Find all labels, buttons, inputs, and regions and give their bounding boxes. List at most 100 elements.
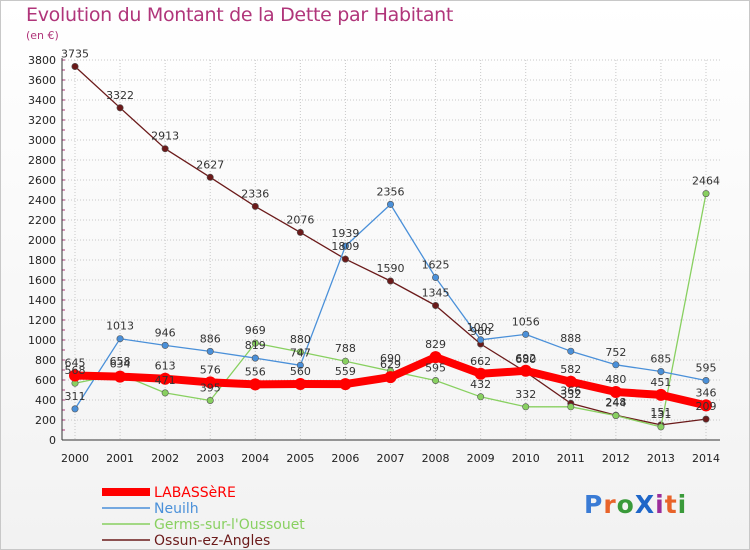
data-point [384,371,397,384]
data-point [432,301,440,309]
data-label: 346 [696,386,717,399]
data-point [432,273,440,281]
data-point [386,200,394,208]
data-point [341,357,349,365]
data-label: 3735 [61,48,89,61]
y-tick-label: 400 [35,394,56,407]
chart-title: Evolution du Montant de la Dette par Hab… [26,4,454,26]
data-point [294,378,307,390]
data-point [657,367,665,375]
y-tick-label: 2000 [28,234,56,247]
y-tick-label: 1400 [28,294,56,307]
y-tick-label: 800 [35,354,56,367]
data-label: 888 [560,332,581,345]
data-label: 248 [605,396,626,409]
data-point [702,190,710,198]
data-label: 2336 [241,187,269,200]
data-point [161,145,169,153]
y-tick-label: 2600 [28,174,56,187]
data-point [567,403,575,411]
data-label: 658 [110,355,131,368]
y-tick-label: 200 [35,414,56,427]
data-point [657,423,665,431]
data-point [474,367,487,380]
x-tick-label: 2003 [196,452,224,465]
data-point [386,277,394,285]
x-tick-label: 2002 [151,452,179,465]
x-tick-label: 2008 [422,452,450,465]
data-point [206,173,214,181]
data-point [296,361,304,369]
data-label: 432 [470,378,491,391]
data-label: 568 [65,364,86,377]
data-label: 366 [560,384,581,397]
data-point [432,376,440,384]
data-point [519,364,532,377]
data-label: 1056 [512,315,540,328]
data-point [612,412,620,420]
data-point [251,202,259,210]
x-tick-label: 2011 [557,452,585,465]
data-point [609,386,622,398]
data-label: 332 [515,388,536,401]
legend-label: LABASSèRE [154,485,236,501]
data-label: 1002 [467,321,495,334]
data-point [206,347,214,355]
y-tick-label: 1200 [28,314,56,327]
legend-label: Neuilh [154,501,199,517]
data-point [206,396,214,404]
data-label: 645 [65,357,86,370]
legend-label: Ossun-ez-Angles [154,533,270,549]
data-point [116,335,124,343]
data-point [654,388,667,401]
data-label: 151 [650,406,671,419]
y-tick-label: 1800 [28,254,56,267]
data-point [159,372,172,385]
logo-letter: o [616,490,635,519]
logo-letter: t [664,490,678,519]
data-point [161,389,169,397]
data-point [564,375,577,388]
data-label: 1590 [377,262,405,275]
data-point [71,62,79,70]
x-tick-label: 2013 [647,452,675,465]
data-point [522,330,530,338]
x-tick-label: 2006 [331,452,359,465]
data-label: 471 [155,374,176,387]
data-point [249,378,262,391]
y-tick-label: 600 [35,374,56,387]
data-label: 819 [245,339,266,352]
data-point [567,347,575,355]
data-label: 692 [515,352,536,365]
data-label: 752 [605,346,626,359]
data-label: 560 [290,365,311,378]
data-point [296,348,304,356]
x-tick-label: 2001 [106,452,134,465]
data-label: 395 [200,382,221,395]
x-tick-label: 2010 [512,452,540,465]
data-label: 311 [65,390,86,403]
data-point [700,399,712,412]
data-label: 595 [696,362,717,375]
data-label: 480 [605,373,626,386]
data-point [251,354,259,362]
proxiti-logo: ProXiti [584,490,687,519]
logo-letter: P [584,490,604,519]
data-point [71,405,79,413]
data-label: 886 [200,332,221,345]
data-point [339,378,352,391]
data-label: 634 [110,358,131,371]
logo-letter: r [603,490,617,519]
data-point [204,376,217,389]
data-label: 747 [290,346,311,359]
data-label: 690 [380,352,401,365]
data-point [702,415,710,423]
data-label: 788 [335,342,356,355]
y-tick-label: 3400 [28,94,56,107]
data-point [296,228,304,236]
data-label: 946 [155,326,176,339]
data-label: 209 [696,400,717,413]
x-tick-label: 2012 [602,452,630,465]
data-label: 595 [425,362,446,375]
y-tick-label: 3200 [28,114,56,127]
